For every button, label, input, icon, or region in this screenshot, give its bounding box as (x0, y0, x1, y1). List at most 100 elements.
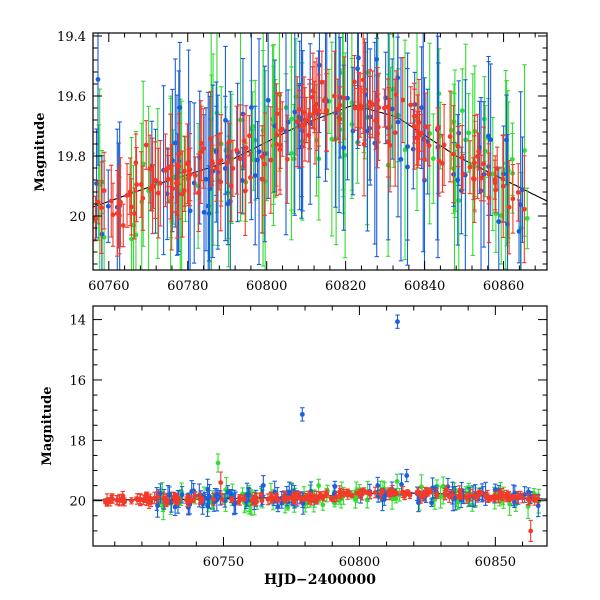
top-data-point (358, 85, 364, 129)
top-data-point (237, 104, 243, 214)
bottom-x-tick-label: 60850 (475, 555, 516, 570)
top-data-point (376, 72, 382, 143)
bottom-data-point (390, 484, 395, 497)
bottom-data-point (158, 483, 163, 504)
top-data-point (292, 33, 298, 216)
top-data-point (297, 89, 303, 129)
top-data-point (268, 106, 274, 214)
top-data-point (471, 135, 477, 223)
top-data-point (277, 95, 283, 195)
top-data-point (324, 68, 330, 153)
top-data-point (218, 132, 224, 232)
bottom-data-point (297, 492, 303, 505)
bottom-data-point (258, 492, 264, 498)
top-data-point (185, 123, 190, 205)
top-data-point (163, 133, 168, 208)
top-data-point (447, 90, 453, 183)
bottom-data-point (167, 486, 172, 504)
bottom-data-point (446, 490, 452, 503)
top-x-tick-label: 60800 (246, 279, 287, 294)
top-axes: 60760 60780 60800 60820 60840 60860 19.4 19.6 19… (57, 30, 547, 294)
bottom-data-point (357, 489, 363, 497)
top-data-point (476, 132, 482, 171)
bottom-data-point (400, 490, 405, 495)
top-data-point (341, 56, 347, 140)
bottom-data-point (164, 498, 170, 505)
bottom-data-point (291, 498, 297, 504)
top-data-point (198, 100, 204, 204)
top-x-tick-label: 60820 (325, 279, 366, 294)
top-data-point (422, 138, 427, 181)
top-data-point (299, 83, 305, 168)
bottom-axes: 60750 60800 60850 14 16 18 20 (69, 306, 547, 570)
bottom-outlier-point (218, 471, 224, 494)
bottom-data-point (281, 495, 287, 501)
top-data-point (337, 95, 343, 143)
bottom-data-point (338, 487, 343, 500)
bottom-data-point (102, 498, 108, 505)
top-data-point (214, 135, 219, 202)
top-data-point (496, 167, 502, 270)
top-data-point (451, 105, 456, 204)
top-data-point (385, 105, 391, 178)
top-data-point (332, 50, 337, 142)
top-data-point (180, 150, 185, 238)
top-data-point (259, 135, 265, 179)
bottom-y-tick-label: 16 (69, 374, 86, 389)
top-data-point (430, 113, 436, 204)
top-data-point (436, 125, 442, 197)
top-data-point (411, 88, 417, 144)
bottom-data-point (404, 468, 410, 483)
top-data-point (459, 124, 465, 191)
top-data-point (187, 133, 193, 207)
bottom-data-point (229, 497, 235, 503)
bottom-data-point (416, 487, 421, 497)
bottom-data-point (190, 498, 196, 503)
bottom-data-point (184, 496, 189, 504)
bottom-data-point (114, 494, 120, 506)
top-data-point (510, 163, 516, 234)
top-data-point (319, 50, 325, 115)
top-data-point (152, 141, 158, 219)
top-data-point (493, 167, 499, 213)
top-data-point (516, 199, 522, 264)
top-data-point (345, 33, 350, 181)
bottom-data-point (294, 493, 299, 500)
bottom-data-point (310, 494, 316, 502)
bottom-data-point (457, 485, 462, 498)
top-data-point (352, 84, 358, 131)
bottom-data-point (438, 485, 443, 509)
bottom-data-point (129, 497, 134, 505)
top-data-point (140, 165, 146, 231)
top-data-point (370, 70, 376, 139)
top-data-point (134, 146, 139, 223)
top-data-point (191, 102, 197, 264)
bottom-data-point (219, 493, 225, 505)
bottom-data-point (467, 489, 473, 502)
bottom-data-point (367, 490, 373, 499)
bottom-y-tick-label: 18 (69, 434, 86, 449)
top-data-point (405, 52, 411, 241)
bottom-data-point (525, 493, 531, 506)
bottom-data-point (471, 491, 477, 501)
bottom-data-point (464, 494, 469, 500)
top-data-point (456, 80, 462, 186)
top-y-axis-label: Magnitude (33, 112, 48, 191)
bottom-x-tick-label: 60800 (339, 555, 380, 570)
top-data-point (241, 113, 247, 168)
bottom-data-point (268, 491, 274, 504)
top-data-point (170, 165, 175, 213)
bottom-data-point (137, 493, 143, 505)
top-data-point (242, 145, 248, 236)
top-data-point (168, 113, 173, 220)
top-data-point (415, 94, 421, 169)
bottom-data-point (379, 488, 385, 495)
top-data-point (255, 121, 260, 200)
top-data-point (506, 160, 512, 255)
top-data-point (515, 163, 521, 222)
bottom-data-point (225, 485, 231, 499)
bottom-data-region (93, 314, 547, 543)
top-data-point (98, 161, 104, 254)
top-data-point (228, 149, 234, 222)
